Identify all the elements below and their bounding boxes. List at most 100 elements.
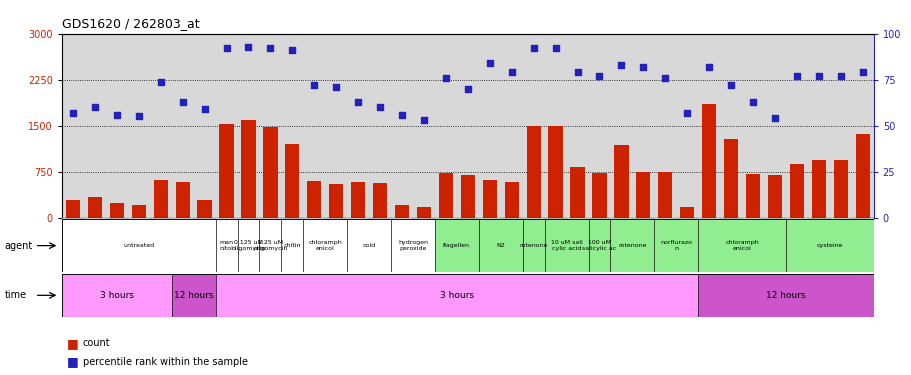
- Text: chloramph
enicol: chloramph enicol: [308, 240, 342, 251]
- Text: GSM85662: GSM85662: [859, 217, 865, 254]
- Bar: [522, 217, 544, 219]
- Text: count: count: [83, 338, 110, 348]
- Text: N2: N2: [496, 243, 505, 248]
- Bar: [198, 200, 211, 217]
- Text: GSM85647: GSM85647: [574, 217, 580, 254]
- Bar: [569, 167, 584, 217]
- Bar: [416, 207, 431, 218]
- Bar: [680, 207, 693, 218]
- Bar: [373, 183, 387, 218]
- Bar: [544, 217, 566, 219]
- Bar: [504, 182, 518, 218]
- Point: [569, 69, 584, 75]
- Point: [811, 73, 825, 79]
- Bar: [62, 219, 215, 272]
- Point: [66, 110, 80, 116]
- Bar: [438, 173, 453, 217]
- Text: rotenone: rotenone: [618, 243, 646, 248]
- Point: [482, 60, 496, 66]
- Bar: [456, 217, 478, 219]
- Bar: [653, 217, 676, 219]
- Bar: [391, 217, 413, 219]
- Bar: [742, 217, 763, 219]
- Point: [416, 117, 431, 123]
- Bar: [526, 126, 540, 218]
- Text: flagellen: flagellen: [443, 243, 470, 248]
- Bar: [413, 217, 435, 219]
- Point: [504, 69, 518, 75]
- Bar: [723, 139, 737, 218]
- Text: GSM85638: GSM85638: [421, 217, 426, 254]
- Bar: [237, 219, 259, 272]
- Text: cysteine: cysteine: [815, 243, 842, 248]
- Bar: [785, 219, 873, 272]
- Text: GSM85652: GSM85652: [683, 217, 690, 254]
- Bar: [676, 217, 698, 219]
- Bar: [807, 217, 829, 219]
- Point: [307, 82, 322, 88]
- Text: GSM85626: GSM85626: [443, 217, 448, 254]
- Bar: [215, 219, 237, 272]
- Bar: [698, 274, 873, 317]
- Bar: [175, 182, 189, 218]
- Bar: [631, 217, 653, 219]
- Text: 0.125 uM
oligomycin: 0.125 uM oligomycin: [231, 240, 265, 251]
- Text: GSM85649: GSM85649: [618, 217, 624, 254]
- Point: [153, 78, 168, 84]
- Text: 10 uM sali
cylic acid: 10 uM sali cylic acid: [550, 240, 582, 251]
- Point: [285, 47, 300, 53]
- Point: [241, 44, 255, 50]
- Bar: [325, 217, 347, 219]
- Text: chitin: chitin: [283, 243, 301, 248]
- Bar: [522, 219, 544, 272]
- Text: 3 hours: 3 hours: [99, 291, 134, 300]
- Text: GSM85658: GSM85658: [771, 217, 777, 254]
- Bar: [720, 217, 742, 219]
- Bar: [811, 160, 825, 218]
- Bar: [460, 175, 475, 217]
- Text: GSM85637: GSM85637: [399, 217, 404, 254]
- Bar: [241, 120, 255, 218]
- Point: [855, 69, 869, 75]
- Bar: [636, 172, 650, 217]
- Bar: [588, 219, 609, 272]
- Bar: [215, 217, 237, 219]
- Text: GSM85634: GSM85634: [333, 217, 339, 254]
- Text: 12 hours: 12 hours: [765, 291, 805, 300]
- Bar: [658, 172, 671, 217]
- Point: [548, 45, 562, 51]
- Bar: [281, 217, 303, 219]
- Text: 12 hours: 12 hours: [174, 291, 213, 300]
- Bar: [259, 219, 281, 272]
- Bar: [698, 217, 720, 219]
- Text: GSM85644: GSM85644: [508, 217, 514, 254]
- Bar: [851, 217, 873, 219]
- Bar: [171, 274, 215, 317]
- Point: [723, 82, 738, 88]
- Bar: [767, 175, 782, 217]
- Point: [789, 73, 804, 79]
- Bar: [237, 217, 259, 219]
- Bar: [588, 217, 609, 219]
- Point: [657, 75, 671, 81]
- Text: GSM85656: GSM85656: [727, 217, 733, 254]
- Point: [745, 99, 760, 105]
- Bar: [478, 217, 500, 219]
- Point: [526, 45, 540, 51]
- Bar: [215, 274, 698, 317]
- Point: [591, 73, 606, 79]
- Text: GSM85641: GSM85641: [114, 217, 119, 254]
- Text: GSM85645: GSM85645: [530, 217, 536, 254]
- Text: chloramph
enicol: chloramph enicol: [724, 240, 758, 251]
- Bar: [391, 219, 435, 272]
- Bar: [829, 217, 851, 219]
- Text: GSM85646: GSM85646: [552, 217, 558, 254]
- Bar: [62, 274, 171, 317]
- Text: time: time: [5, 290, 26, 300]
- Bar: [394, 205, 409, 218]
- Bar: [259, 217, 281, 219]
- Bar: [281, 219, 303, 272]
- Bar: [128, 217, 149, 219]
- Bar: [785, 217, 807, 219]
- Point: [197, 106, 211, 112]
